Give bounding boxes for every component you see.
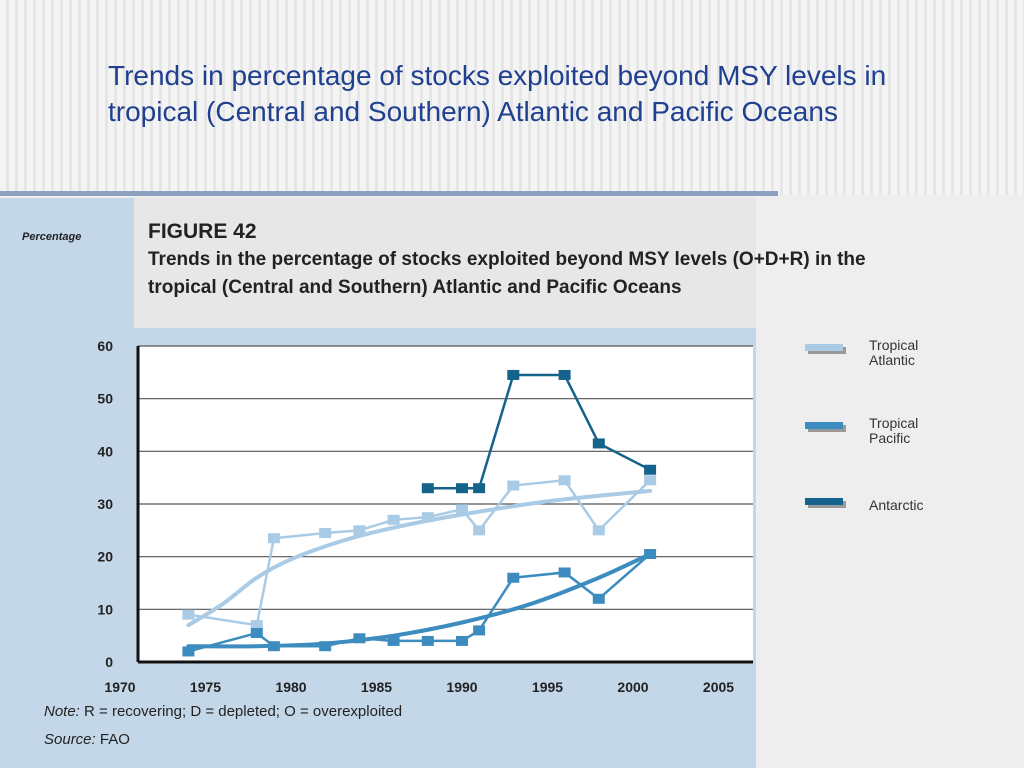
legend-label-antarctic: Antarctic bbox=[869, 497, 923, 513]
tropical_pacific-point bbox=[250, 628, 263, 639]
legend-label-tropical_pacific: Tropical Pacific bbox=[869, 415, 918, 446]
x-tick-label: 1970 bbox=[104, 679, 135, 695]
tropical_atlantic-point bbox=[507, 480, 520, 491]
title-background bbox=[0, 0, 1024, 195]
tropical_atlantic-point bbox=[250, 620, 263, 631]
tropical_pacific-point bbox=[456, 635, 468, 646]
x-tick-label: 2005 bbox=[703, 679, 734, 695]
antarctic-point bbox=[421, 483, 434, 494]
source-prefix: Source: bbox=[44, 731, 96, 748]
tropical_pacific-point bbox=[558, 567, 571, 578]
tropical_atlantic-point bbox=[421, 512, 434, 523]
y-tick-label: 0 bbox=[105, 654, 113, 670]
antarctic-point bbox=[507, 369, 520, 380]
y-tick-label: 30 bbox=[97, 496, 113, 512]
y-axis-title: Percentage bbox=[22, 231, 82, 243]
legend-swatch-tropical_atlantic bbox=[805, 344, 843, 351]
tropical_atlantic-point bbox=[456, 504, 468, 515]
tropical_atlantic-point bbox=[267, 533, 280, 544]
x-tick-label: 1995 bbox=[532, 679, 563, 695]
tropical_atlantic-point bbox=[558, 475, 571, 486]
figure-caption: Trends in the percentage of stocks explo… bbox=[148, 249, 866, 298]
y-tick-label: 50 bbox=[97, 391, 113, 407]
tropical_pacific-point bbox=[353, 633, 366, 644]
x-tick-label: 2000 bbox=[617, 679, 648, 695]
antarctic-point bbox=[473, 483, 486, 494]
tropical_atlantic-point bbox=[353, 525, 366, 536]
y-tick-label: 10 bbox=[97, 601, 113, 617]
tropical_pacific-point bbox=[644, 549, 657, 560]
antarctic-point bbox=[456, 483, 468, 494]
x-tick-label: 1975 bbox=[190, 679, 221, 695]
tropical_pacific-point bbox=[473, 625, 486, 636]
note-text: R = recovering; D = depleted; O = overex… bbox=[79, 703, 403, 720]
tropical_atlantic-point bbox=[387, 514, 400, 525]
antarctic-point bbox=[644, 464, 657, 475]
y-tick-label: 20 bbox=[97, 549, 113, 565]
y-tick-label: 60 bbox=[97, 338, 113, 354]
legend-swatch-antarctic bbox=[805, 498, 843, 505]
tropical_pacific-point bbox=[319, 641, 332, 652]
tropical_pacific-point bbox=[592, 593, 605, 604]
x-tick-label: 1985 bbox=[361, 679, 392, 695]
antarctic-point bbox=[558, 369, 571, 380]
tropical_pacific-point bbox=[267, 641, 280, 652]
tropical_pacific-point bbox=[182, 646, 195, 657]
tropical_atlantic-point bbox=[182, 609, 195, 620]
tropical_atlantic-point bbox=[473, 525, 486, 536]
slide-title: Trends in percentage of stocks exploited… bbox=[108, 60, 887, 127]
tropical_atlantic-point bbox=[319, 527, 332, 538]
tropical_pacific-trend-line bbox=[186, 552, 653, 649]
y-tick-label: 40 bbox=[97, 443, 113, 459]
antarctic-point bbox=[592, 438, 605, 449]
figure-label: FIGURE 42 bbox=[148, 220, 257, 243]
x-tick-label: 1980 bbox=[275, 679, 306, 695]
title-divider bbox=[0, 191, 778, 196]
figure-header-panel bbox=[134, 198, 756, 328]
note-prefix: Note: bbox=[44, 703, 80, 720]
x-tick-label: 1990 bbox=[446, 679, 477, 695]
legend-swatch-tropical_pacific bbox=[805, 422, 843, 429]
tropical_pacific-point bbox=[421, 635, 434, 646]
figure-note: Note: R = recovering; D = depleted; O = … bbox=[44, 703, 402, 720]
tropical_atlantic-point bbox=[592, 525, 605, 536]
tropical_atlantic-trend-line bbox=[186, 488, 653, 628]
legend-label-tropical_atlantic: Tropical Atlantic bbox=[869, 337, 918, 368]
tropical_pacific-point bbox=[387, 635, 400, 646]
tropical_atlantic-point bbox=[644, 475, 657, 486]
figure-source: Source: FAO bbox=[44, 731, 130, 748]
source-text: FAO bbox=[95, 731, 130, 748]
tropical_pacific-point bbox=[507, 572, 520, 583]
